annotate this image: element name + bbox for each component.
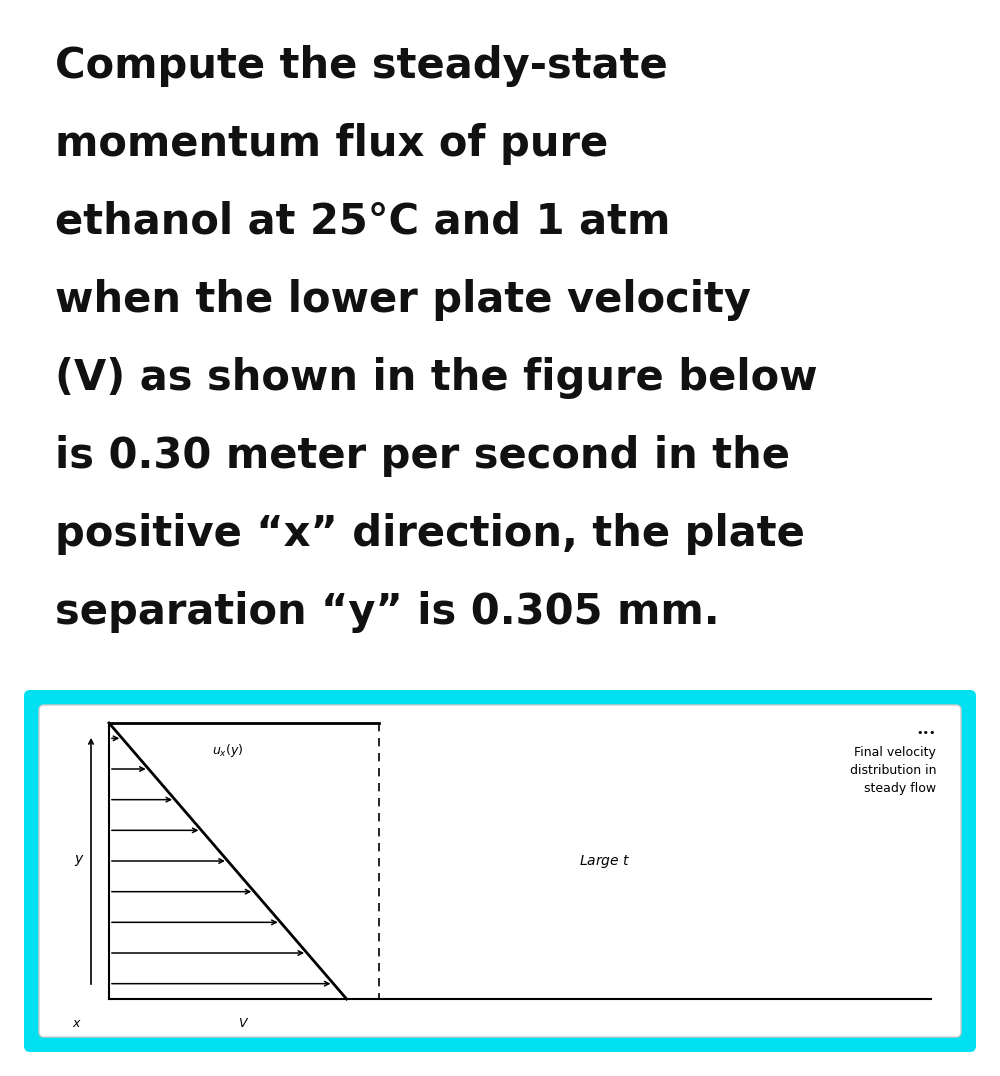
Text: Large $t$: Large $t$ — [579, 852, 631, 869]
Text: is 0.30 meter per second in the: is 0.30 meter per second in the — [55, 435, 790, 477]
Text: Compute the steady-state: Compute the steady-state — [55, 45, 668, 87]
FancyBboxPatch shape — [24, 690, 976, 1052]
Text: $y$: $y$ — [74, 853, 84, 868]
Text: (V) as shown in the figure below: (V) as shown in the figure below — [55, 357, 818, 399]
Text: when the lower plate velocity: when the lower plate velocity — [55, 279, 751, 321]
FancyBboxPatch shape — [39, 705, 961, 1037]
Text: •••: ••• — [916, 728, 936, 738]
Text: $V$: $V$ — [238, 1017, 250, 1030]
Text: $u_x(y)$: $u_x(y)$ — [212, 741, 243, 759]
Text: momentum flux of pure: momentum flux of pure — [55, 123, 608, 165]
Text: ethanol at 25°C and 1 atm: ethanol at 25°C and 1 atm — [55, 201, 670, 243]
Text: separation “y” is 0.305 mm.: separation “y” is 0.305 mm. — [55, 591, 720, 633]
Text: $x$: $x$ — [72, 1017, 82, 1030]
Text: positive “x” direction, the plate: positive “x” direction, the plate — [55, 513, 805, 555]
Text: Final velocity
distribution in
steady flow: Final velocity distribution in steady fl… — [850, 746, 936, 795]
